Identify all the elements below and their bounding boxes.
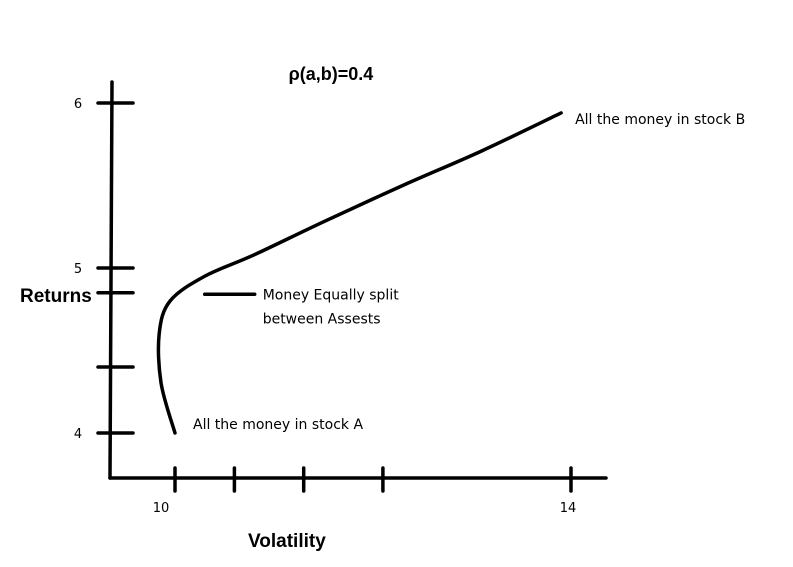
annotation-stock-a: All the money in stock A xyxy=(193,417,363,433)
y-ticks: 4 5 6 xyxy=(74,97,133,442)
y-tick-label: 4 xyxy=(74,427,82,442)
x-tick-label: 10 xyxy=(153,501,170,516)
x-axis-label: Volatility xyxy=(248,531,326,552)
y-axis-line xyxy=(110,82,112,478)
frontier-curve xyxy=(158,113,561,433)
series-layer xyxy=(158,113,561,433)
annotation-equal-split-line2: between Assests xyxy=(263,311,381,327)
annotation-equal-split-line1: Money Equally split xyxy=(263,287,400,303)
y-tick-label: 5 xyxy=(74,262,82,277)
annotation-stock-b: All the money in stock B xyxy=(575,112,745,128)
y-axis-label: Returns xyxy=(20,286,92,307)
x-tick-label: 14 xyxy=(560,501,577,516)
annotation-layer: All the money in stock A Money Equally sp… xyxy=(193,112,745,433)
y-tick-label: 6 xyxy=(74,97,82,112)
chart-title: ρ(a,b)=0.4 xyxy=(289,64,374,84)
x-ticks: 10 14 xyxy=(153,468,577,516)
